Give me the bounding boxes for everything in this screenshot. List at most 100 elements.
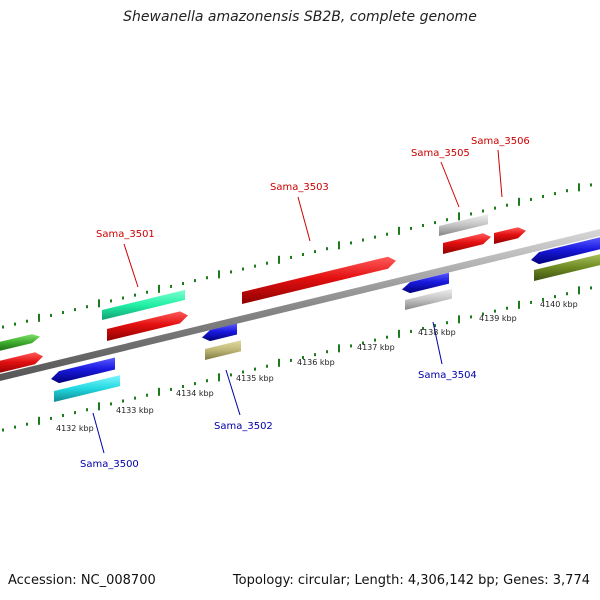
minor-tick bbox=[362, 341, 364, 345]
tick-label: 4132 kbp bbox=[56, 424, 94, 433]
gene-label-sama-3505[interactable]: Sama_3505 bbox=[411, 148, 470, 159]
major-tick bbox=[218, 373, 220, 382]
minor-tick bbox=[350, 241, 352, 245]
minor-tick bbox=[386, 232, 388, 236]
feature-red-3505[interactable] bbox=[443, 233, 491, 254]
gene-label-sama-3506[interactable]: Sama_3506 bbox=[471, 136, 530, 147]
connector-sama-3500 bbox=[92, 412, 105, 454]
tick-label: 4140 kbp bbox=[540, 300, 578, 309]
minor-tick bbox=[26, 319, 28, 323]
feature-blue-3504[interactable] bbox=[402, 272, 449, 294]
major-tick bbox=[158, 284, 160, 293]
tick-label: 4133 kbp bbox=[116, 406, 154, 415]
major-tick bbox=[518, 300, 520, 309]
minor-tick bbox=[50, 313, 52, 317]
minor-tick bbox=[182, 282, 184, 286]
feature-mint[interactable] bbox=[102, 289, 185, 320]
tick-labels: 4132 kbp 4133 kbp 4134 kbp 4135 kbp 4136… bbox=[56, 300, 578, 433]
tick-label: 4137 kbp bbox=[357, 343, 395, 352]
minor-tick bbox=[506, 306, 508, 310]
minor-tick bbox=[314, 250, 316, 254]
feature-gray-high[interactable] bbox=[439, 214, 488, 236]
minor-tick bbox=[350, 344, 352, 348]
minor-tick bbox=[14, 322, 16, 326]
major-tick bbox=[38, 313, 40, 322]
minor-tick bbox=[542, 195, 544, 199]
major-tick bbox=[458, 212, 460, 221]
gene-label-sama-3500[interactable]: Sama_3500 bbox=[80, 459, 139, 470]
major-tick bbox=[278, 255, 280, 264]
feature-red-left[interactable] bbox=[0, 352, 43, 374]
minor-tick bbox=[254, 367, 256, 371]
minor-tick bbox=[302, 253, 304, 257]
tick-label: 4136 kbp bbox=[297, 358, 335, 367]
feature-blue-3502[interactable] bbox=[202, 323, 237, 342]
minor-tick bbox=[314, 353, 316, 357]
minor-tick bbox=[266, 261, 268, 265]
connector-sama-3504 bbox=[432, 321, 443, 365]
major-tick bbox=[278, 358, 280, 367]
minor-tick bbox=[182, 385, 184, 389]
gene-label-sama-3502[interactable]: Sama_3502 bbox=[214, 421, 273, 432]
feature-cyan[interactable] bbox=[54, 375, 120, 402]
minor-tick bbox=[362, 238, 364, 242]
connector-sama-3501 bbox=[123, 243, 139, 288]
connector-sama-3506 bbox=[497, 149, 503, 198]
minor-tick bbox=[62, 311, 64, 315]
tick-tracks bbox=[2, 183, 592, 432]
minor-tick bbox=[62, 414, 64, 418]
minor-tick bbox=[134, 293, 136, 297]
feature-gray-low[interactable] bbox=[405, 288, 452, 310]
minor-tick bbox=[374, 338, 376, 342]
connector-sama-3502 bbox=[225, 369, 241, 416]
major-tick bbox=[38, 416, 40, 425]
minor-tick bbox=[242, 370, 244, 374]
minor-tick bbox=[110, 402, 112, 406]
minor-tick bbox=[86, 305, 88, 309]
minor-tick bbox=[194, 382, 196, 386]
minor-tick bbox=[434, 221, 436, 225]
minor-tick bbox=[482, 209, 484, 213]
minor-tick bbox=[566, 292, 568, 296]
minor-tick bbox=[194, 279, 196, 283]
minor-tick bbox=[14, 425, 16, 429]
major-tick bbox=[158, 387, 160, 396]
major-tick bbox=[578, 286, 580, 295]
minor-tick bbox=[590, 183, 592, 187]
accession-text: Accession: NC_008700 bbox=[8, 573, 156, 588]
page-title: Shewanella amazonensis SB2B, complete ge… bbox=[123, 9, 477, 25]
label-connectors bbox=[92, 149, 503, 454]
minor-tick bbox=[74, 308, 76, 312]
major-tick bbox=[338, 241, 340, 250]
major-tick bbox=[98, 402, 100, 411]
minor-tick bbox=[482, 312, 484, 316]
minor-tick bbox=[434, 324, 436, 328]
minor-tick bbox=[290, 255, 292, 259]
feature-blue-3500[interactable] bbox=[51, 357, 115, 384]
minor-tick bbox=[302, 356, 304, 360]
genome-summary: Topology: circular; Length: 4,306,142 bp… bbox=[232, 573, 590, 588]
minor-tick bbox=[74, 411, 76, 415]
gene-label-sama-3501[interactable]: Sama_3501 bbox=[96, 229, 155, 240]
feature-red-3501[interactable] bbox=[107, 311, 188, 341]
minor-tick bbox=[470, 212, 472, 216]
feature-khaki[interactable] bbox=[205, 340, 241, 360]
minor-tick bbox=[386, 335, 388, 339]
minor-tick bbox=[170, 284, 172, 288]
minor-tick bbox=[230, 270, 232, 274]
minor-tick bbox=[494, 206, 496, 210]
minor-tick bbox=[170, 387, 172, 391]
minor-tick bbox=[242, 267, 244, 271]
major-tick bbox=[338, 344, 340, 353]
feature-blue-right[interactable] bbox=[531, 237, 600, 265]
gene-label-sama-3504[interactable]: Sama_3504 bbox=[418, 370, 477, 381]
feature-red-3503[interactable] bbox=[242, 256, 396, 304]
minor-tick bbox=[122, 399, 124, 403]
gene-label-sama-3503[interactable]: Sama_3503 bbox=[270, 182, 329, 193]
minor-tick bbox=[326, 247, 328, 251]
feature-red-3506[interactable] bbox=[494, 227, 526, 244]
feature-green[interactable] bbox=[0, 334, 40, 352]
connector-sama-3505 bbox=[440, 161, 460, 208]
feature-olive[interactable] bbox=[534, 254, 600, 281]
